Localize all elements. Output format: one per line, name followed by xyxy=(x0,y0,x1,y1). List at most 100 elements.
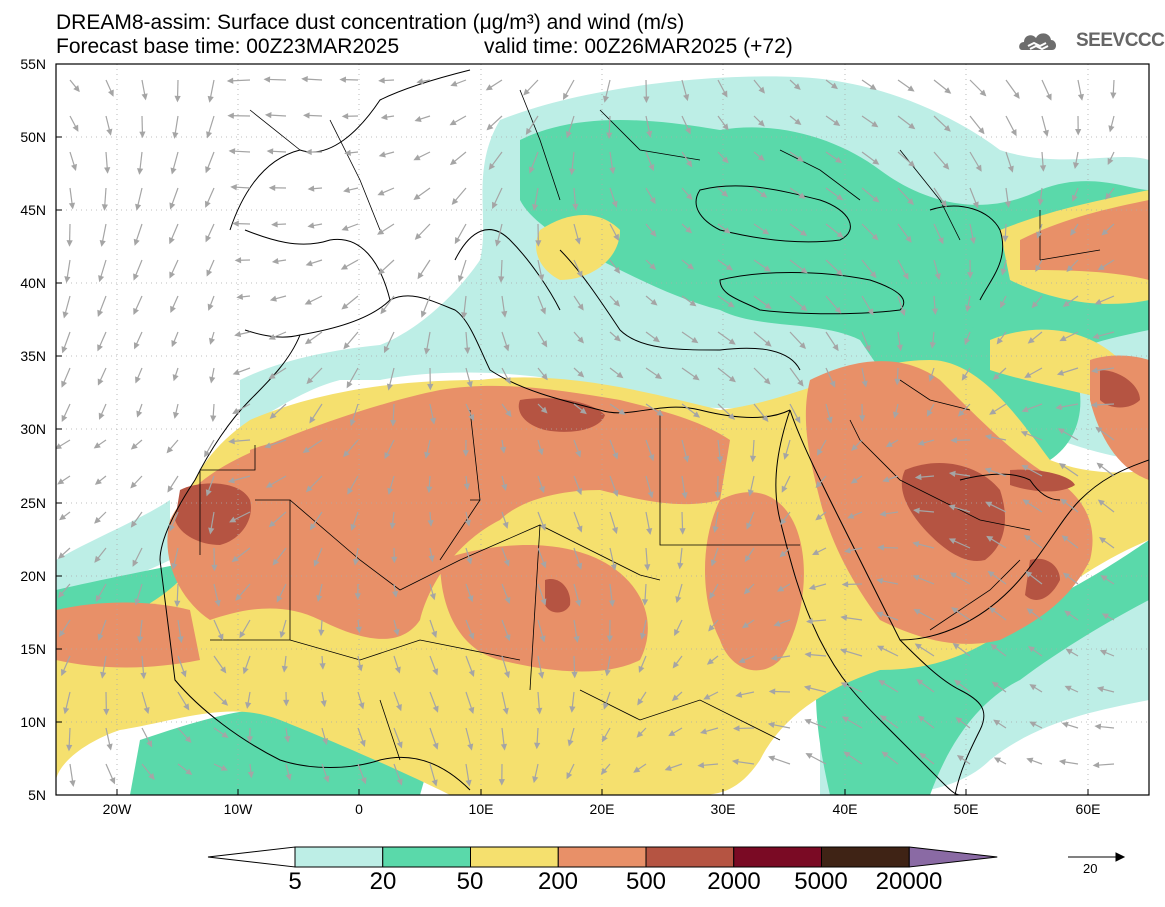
wind-arrow-head xyxy=(1059,335,1067,342)
wind-arrow-head xyxy=(907,85,915,92)
wind-arrow-head xyxy=(991,681,999,688)
wind-arrow-head xyxy=(882,476,890,483)
wind-arrow-head xyxy=(885,441,893,448)
wind-arrow-head xyxy=(61,346,68,354)
wind-arrow-head xyxy=(68,202,76,210)
wind-arrow-head xyxy=(64,276,71,284)
wind-arrow-head xyxy=(94,516,101,524)
wind-arrow-head xyxy=(393,628,400,636)
wind-arrow-head xyxy=(341,113,349,120)
wind-arrow-head xyxy=(462,450,469,457)
wind-arrow-head xyxy=(523,88,530,96)
wind-arrow-head xyxy=(396,778,403,786)
wind-arrow-head xyxy=(396,704,402,712)
wind-arrow-head xyxy=(940,200,947,208)
wind-arrow-head xyxy=(231,555,239,563)
wind-arrow-head xyxy=(728,375,736,383)
wind-arrow-head xyxy=(60,668,67,677)
wind-arrow-head xyxy=(907,198,914,206)
wind-arrow-head xyxy=(764,340,772,347)
wind-arrow-head xyxy=(95,594,102,603)
wind-arrow-head xyxy=(908,160,916,168)
wind-arrow-head xyxy=(949,572,957,579)
wind-arrow-head xyxy=(1026,757,1034,764)
wind-arrow-head xyxy=(641,599,649,606)
wind-arrow-head xyxy=(93,442,101,449)
wind-arrow-head xyxy=(569,168,576,176)
wind-arrow-head xyxy=(136,410,143,418)
lat-label: 35N xyxy=(20,348,46,364)
wind-arrow-head xyxy=(950,437,957,444)
wind-arrow-head xyxy=(58,630,66,638)
wind-arrow-head xyxy=(699,728,708,735)
seevccc-logo-icon xyxy=(1019,33,1057,51)
wind-arrow-head xyxy=(143,706,150,715)
wind-arrow-head xyxy=(463,483,470,491)
wind-arrow-head xyxy=(709,591,716,600)
wind-arrow-head xyxy=(829,380,836,388)
wind-arrow-head xyxy=(674,628,680,637)
wind-arrow-head xyxy=(1099,537,1107,544)
wind-arrow-head xyxy=(569,706,576,713)
colorbar-label: 200 xyxy=(537,868,579,895)
map-plot-area xyxy=(56,64,1149,795)
wind-arrow-head xyxy=(721,190,729,197)
wind-arrow-head xyxy=(1013,91,1020,99)
wind-arrow-head xyxy=(928,374,935,382)
wind-arrow-head xyxy=(914,643,922,650)
wind-arrow-head xyxy=(610,563,617,571)
wind-arrow-head xyxy=(793,83,801,90)
wind-arrow-head xyxy=(834,306,842,314)
wind-arrow-head xyxy=(978,127,985,135)
wind-arrow-head xyxy=(498,276,505,283)
wind-arrow-head xyxy=(140,672,147,680)
wind-arrow-head xyxy=(850,477,858,484)
wind-arrow-head xyxy=(1036,231,1043,239)
wind-arrow-head xyxy=(396,741,403,749)
wind-arrow-head xyxy=(685,127,691,135)
colorbar-segment xyxy=(645,846,735,868)
wind-arrow-head xyxy=(871,121,879,128)
wind-arrow-head xyxy=(389,522,396,530)
wind-arrow-head xyxy=(808,584,816,591)
wind-arrow-head xyxy=(504,377,511,385)
wind-arrow-head xyxy=(272,558,279,566)
wind-arrow-head xyxy=(343,186,351,193)
wind-arrow-head xyxy=(1062,300,1070,307)
wind-arrow-head xyxy=(1095,426,1103,434)
wind-arrow-head xyxy=(135,203,142,211)
wind-arrow-head xyxy=(171,339,178,348)
wind-arrow-head xyxy=(913,609,921,615)
valid-time: valid time: 00Z26MAR2025 (+72) xyxy=(484,35,793,58)
lat-label: 15N xyxy=(20,641,46,657)
colorbar-segment xyxy=(908,846,998,868)
wind-arrow-head xyxy=(377,189,385,196)
wind-arrow-head xyxy=(541,340,548,348)
wind-arrow-head xyxy=(954,679,962,687)
wind-arrow-head xyxy=(992,373,1000,381)
wind-arrow-head xyxy=(264,112,272,119)
wind-reference-value: 20 xyxy=(1083,861,1098,876)
wind-arrow-head xyxy=(232,369,240,376)
wind-arrow-head xyxy=(104,167,111,174)
wind-arrow-head xyxy=(540,406,548,414)
wind-arrow-head xyxy=(108,89,114,97)
wind-arrow-head xyxy=(611,526,618,535)
wind-arrow-head xyxy=(799,342,806,350)
wind-arrow-head xyxy=(227,477,235,484)
wind-arrow-head xyxy=(71,163,77,172)
wind-arrow-head xyxy=(1101,613,1109,620)
wind-arrow-head xyxy=(1062,572,1070,580)
lat-label: 25N xyxy=(20,495,46,511)
wind-arrow-head xyxy=(612,452,619,460)
lat-label: 50N xyxy=(20,129,46,145)
wind-arrow-head xyxy=(210,415,217,423)
wind-arrow-head xyxy=(815,481,823,489)
wind-arrow-head xyxy=(504,634,511,642)
wind-arrow-head xyxy=(917,439,925,446)
wind-arrow-head xyxy=(987,570,995,578)
wind-arrow-head xyxy=(639,632,647,640)
wind-arrow-head xyxy=(94,555,101,563)
wind-arrow-head xyxy=(815,513,823,521)
